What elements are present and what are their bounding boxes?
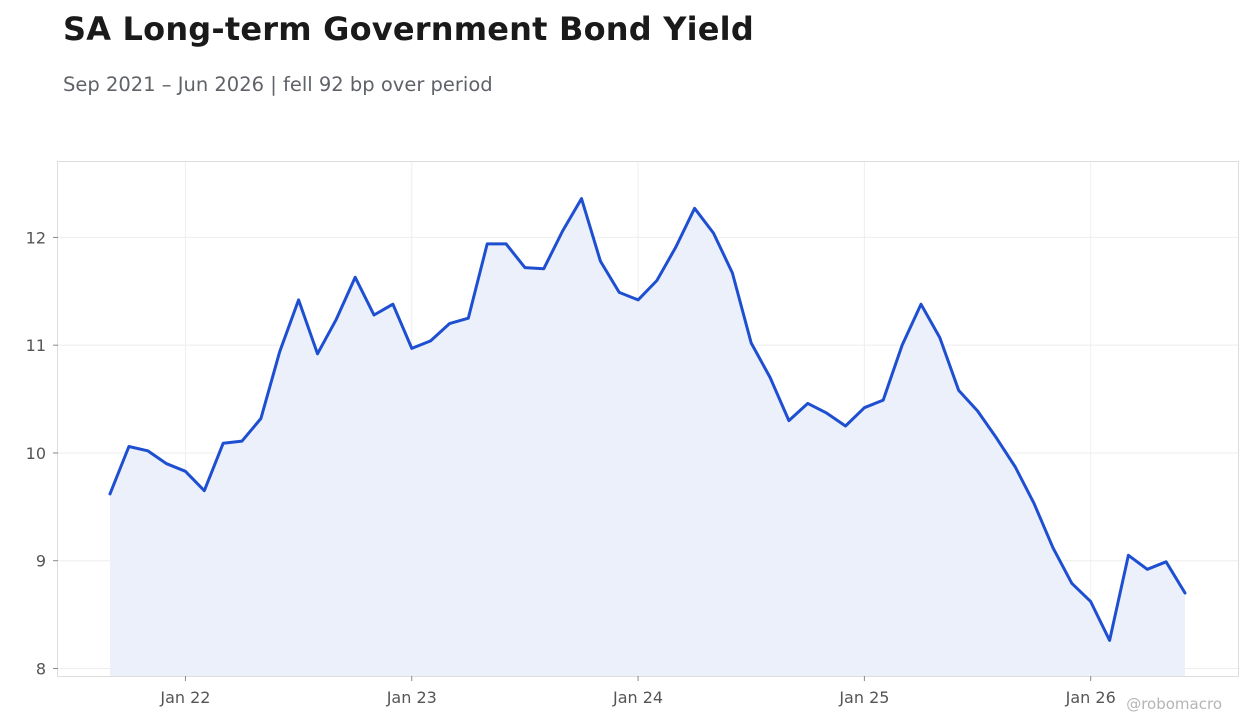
x-tick-label: Jan 22 xyxy=(159,688,210,707)
x-tick-label: Jan 25 xyxy=(838,688,889,707)
x-tick-label: Jan 24 xyxy=(612,688,663,707)
y-tick-label: 11 xyxy=(26,336,46,355)
x-axis: Jan 22 Jan 23 Jan 24 Jan 25 Jan 26 xyxy=(159,676,1116,707)
x-tick-label: Jan 23 xyxy=(386,688,437,707)
y-axis: 8 9 10 11 12 xyxy=(26,228,58,678)
watermark: @robomacro xyxy=(1126,695,1222,713)
y-tick-label: 10 xyxy=(26,444,46,463)
line-layer xyxy=(108,197,1187,642)
series-line xyxy=(108,197,1187,642)
y-tick-label: 8 xyxy=(36,659,46,678)
y-tick-label: 9 xyxy=(36,552,46,571)
chart-subtitle: Sep 2021 – Jun 2026 | fell 92 bp over pe… xyxy=(63,73,493,96)
y-tick-label: 12 xyxy=(26,228,46,247)
chart-title: SA Long-term Government Bond Yield xyxy=(63,10,754,48)
x-tick-label: Jan 26 xyxy=(1065,688,1116,707)
